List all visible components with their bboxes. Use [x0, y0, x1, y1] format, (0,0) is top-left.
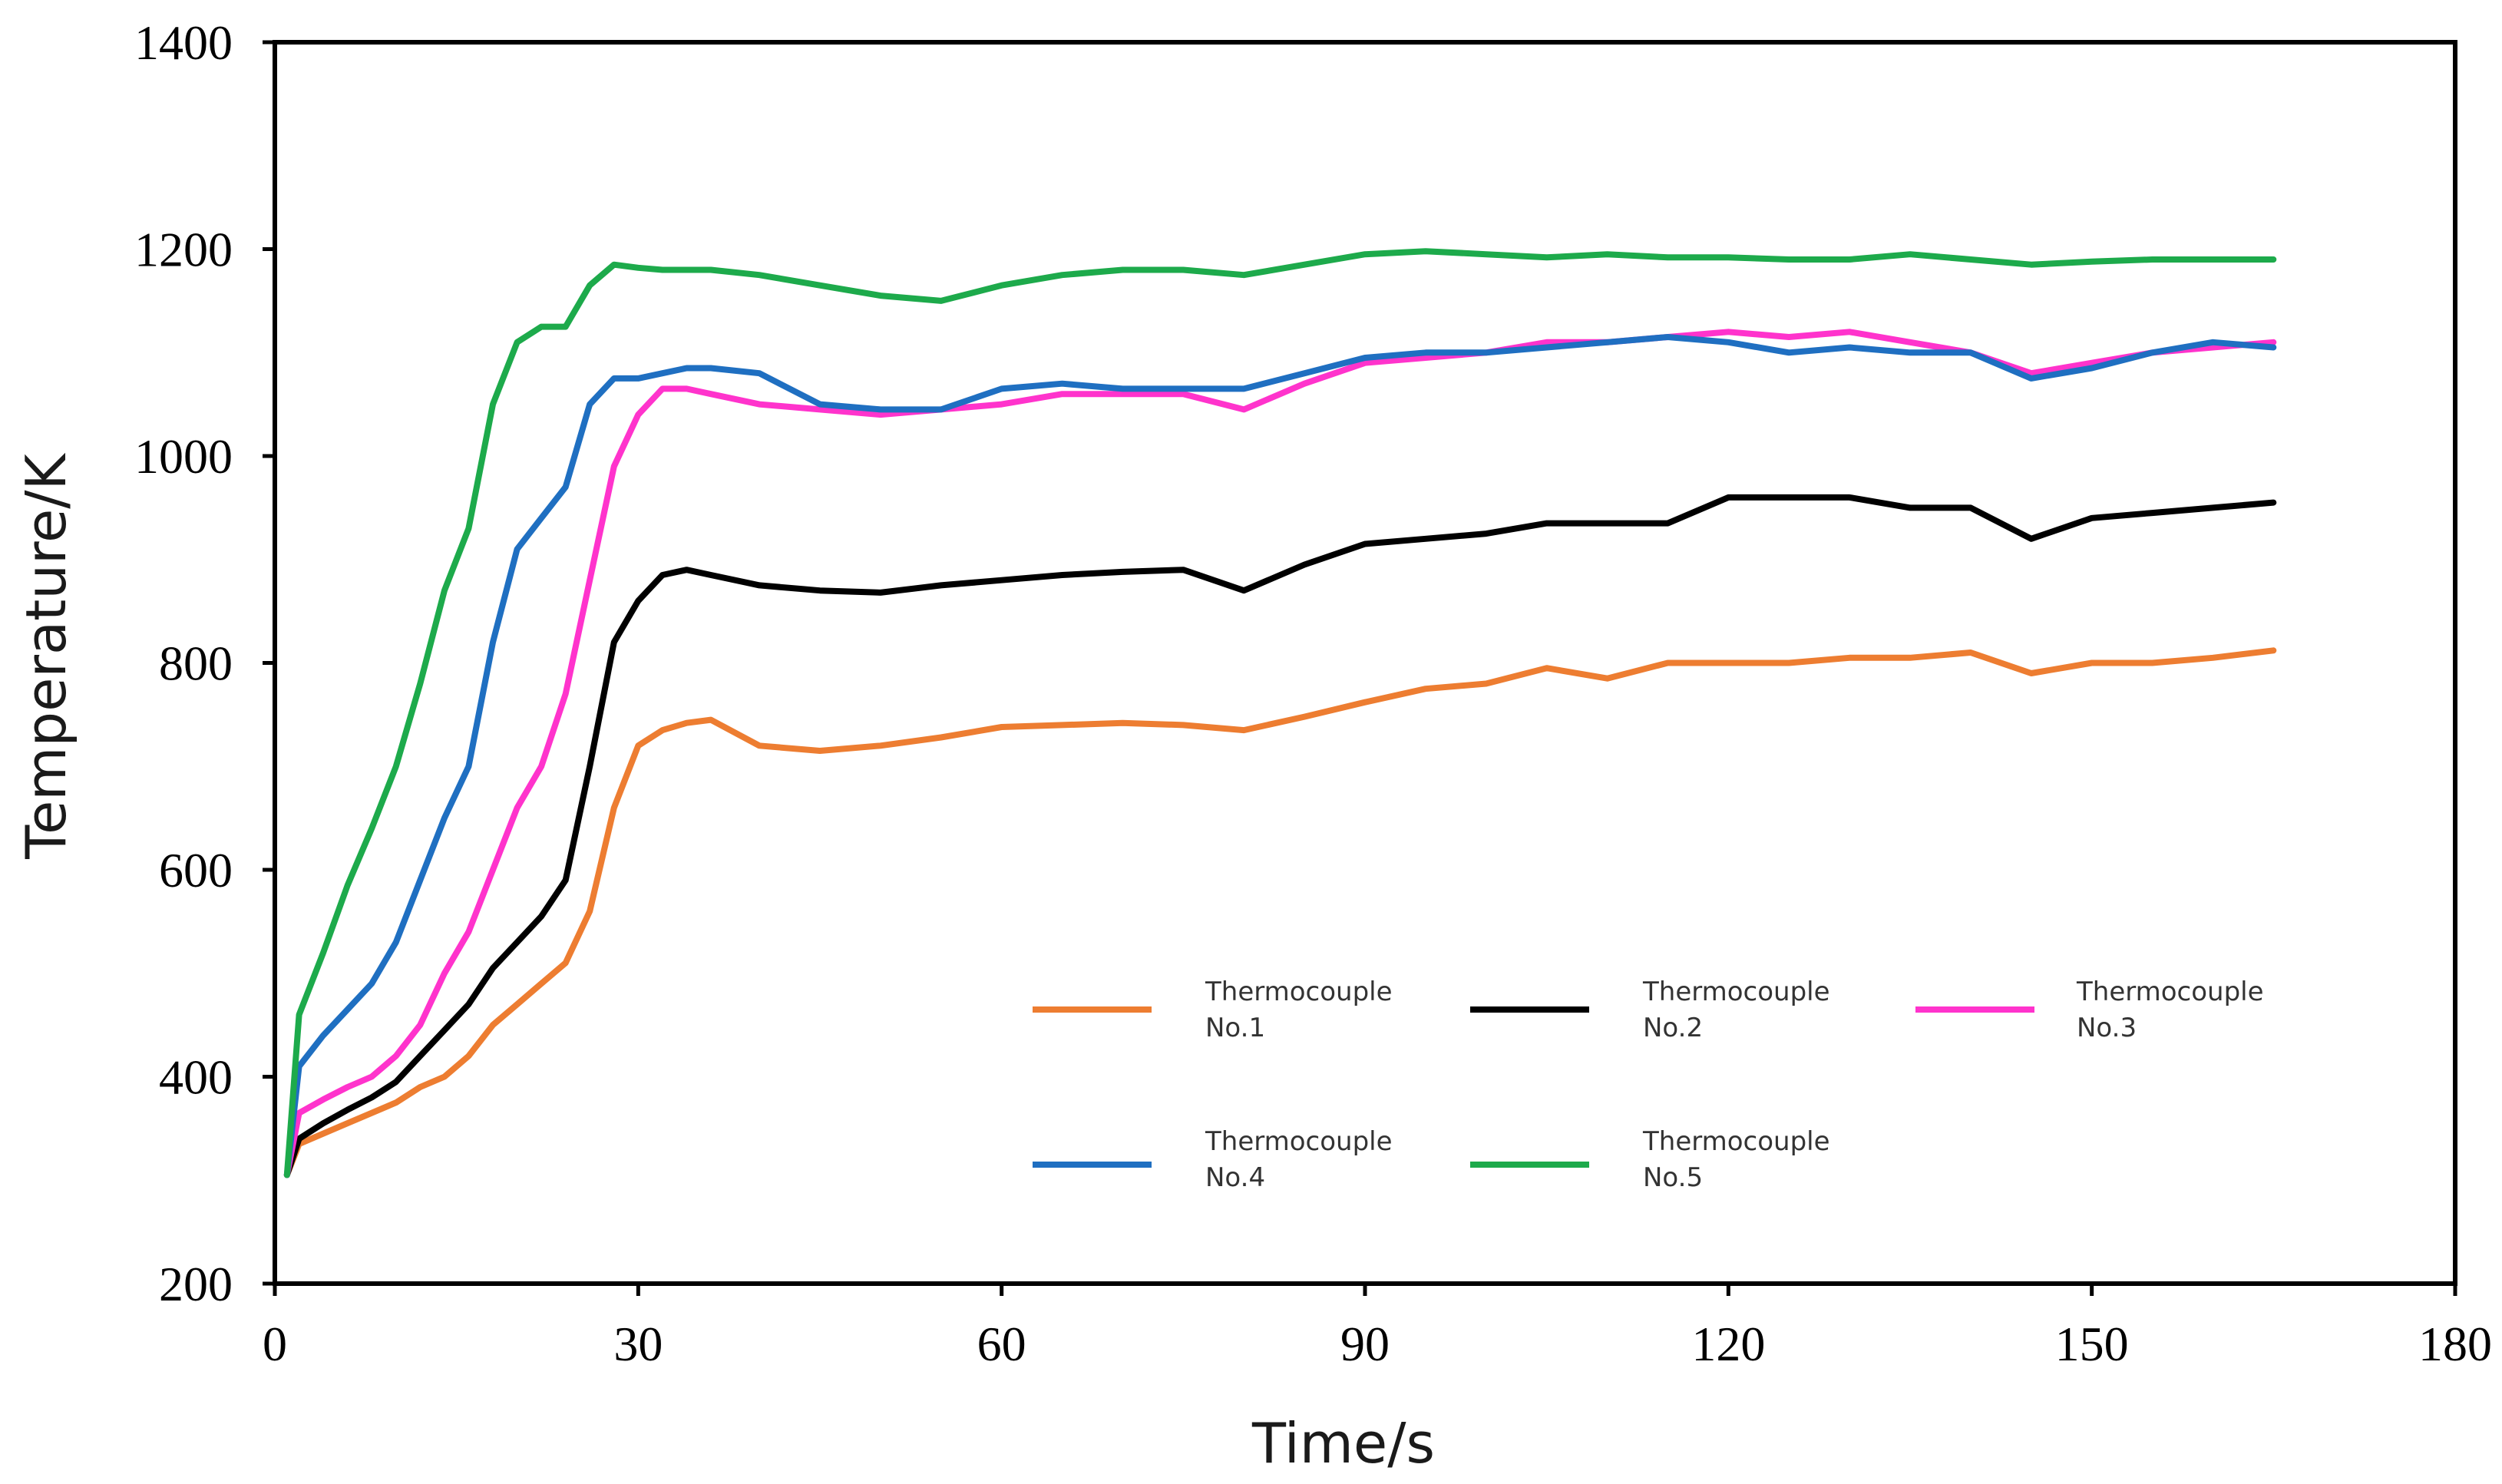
- series-line-1: [283, 647, 2277, 1178]
- legend-label-3-line2: No.3: [2077, 1013, 2137, 1043]
- series-line-4: [283, 334, 2277, 1178]
- y-tick-label-6: 1400: [134, 15, 233, 70]
- y-axis-ticks: 200 400 600 800 1000 1200 1400: [134, 15, 275, 1311]
- x-axis-ticks: 0 30 60 90 120 150 180: [263, 1284, 2492, 1371]
- y-tick-label-5: 1200: [134, 223, 233, 277]
- y-tick-label-2: 600: [159, 843, 233, 897]
- x-axis-label: Time/s: [1251, 1411, 1435, 1476]
- series-line-2: [283, 494, 2277, 1178]
- legend-label-4-line2: No.4: [1205, 1162, 1265, 1193]
- legend-label-5-line2: No.5: [1643, 1162, 1703, 1193]
- x-tick-label-3: 90: [1340, 1317, 1390, 1371]
- y-tick-label-1: 400: [159, 1050, 233, 1105]
- legend-label-1-line2: No.1: [1205, 1013, 1265, 1043]
- series-lines: [283, 248, 2277, 1178]
- legend-item-3: Thermocouple No.3: [1915, 977, 2264, 1043]
- legend-label-2-line2: No.2: [1643, 1013, 1703, 1043]
- legend: Thermocouple No.1 Thermocouple No.2 Ther…: [1033, 977, 2264, 1193]
- legend-label-5-line1: Thermocouple: [1642, 1126, 1830, 1157]
- series-line-3: [283, 329, 2277, 1178]
- y-tick-label-4: 1000: [134, 429, 233, 484]
- x-tick-label-4: 120: [1691, 1317, 1765, 1371]
- series-line-5: [283, 248, 2277, 1178]
- legend-item-5: Thermocouple No.5: [1470, 1126, 1830, 1193]
- x-tick-label-0: 0: [263, 1317, 287, 1371]
- x-tick-label-5: 150: [2055, 1317, 2129, 1371]
- legend-item-1: Thermocouple No.1: [1033, 977, 1393, 1043]
- legend-label-2-line1: Thermocouple: [1642, 977, 1830, 1007]
- y-axis-label: Temperature/K: [14, 452, 78, 859]
- legend-label-4-line1: Thermocouple: [1205, 1126, 1393, 1157]
- legend-item-2: Thermocouple No.2: [1470, 977, 1830, 1043]
- legend-label-1-line1: Thermocouple: [1205, 977, 1393, 1007]
- y-tick-label-0: 200: [159, 1257, 233, 1311]
- legend-label-3-line1: Thermocouple: [2076, 977, 2264, 1007]
- x-tick-label-2: 60: [977, 1317, 1026, 1371]
- y-tick-label-3: 800: [159, 636, 233, 691]
- legend-item-4: Thermocouple No.4: [1033, 1126, 1393, 1193]
- x-tick-label-6: 180: [2418, 1317, 2492, 1371]
- x-tick-label-1: 30: [613, 1317, 663, 1371]
